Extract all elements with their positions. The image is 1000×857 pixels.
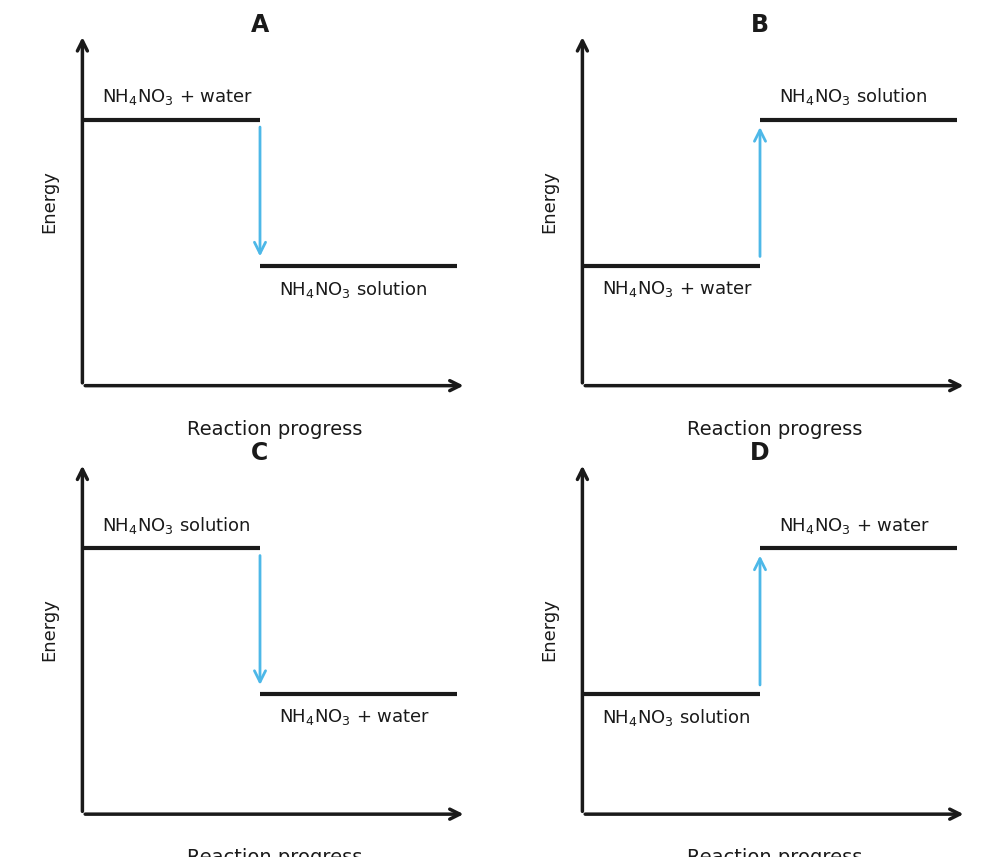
Text: Energy: Energy <box>40 170 58 233</box>
Text: NH$_4$NO$_3$ solution: NH$_4$NO$_3$ solution <box>602 707 750 728</box>
Text: NH$_4$NO$_3$ + water: NH$_4$NO$_3$ + water <box>779 516 930 536</box>
Text: Energy: Energy <box>40 598 58 662</box>
Text: NH$_4$NO$_3$ solution: NH$_4$NO$_3$ solution <box>279 279 428 300</box>
Text: Reaction progress: Reaction progress <box>187 848 362 857</box>
Text: Reaction progress: Reaction progress <box>687 420 862 439</box>
Text: Energy: Energy <box>540 170 558 233</box>
Text: Reaction progress: Reaction progress <box>687 848 862 857</box>
Text: Energy: Energy <box>540 598 558 662</box>
Text: NH$_4$NO$_3$ solution: NH$_4$NO$_3$ solution <box>779 86 928 107</box>
Text: C: C <box>251 441 269 465</box>
Text: NH$_4$NO$_3$ solution: NH$_4$NO$_3$ solution <box>102 514 250 536</box>
Text: NH$_4$NO$_3$ + water: NH$_4$NO$_3$ + water <box>602 279 753 298</box>
Text: D: D <box>750 441 770 465</box>
Text: B: B <box>751 13 769 37</box>
Text: NH$_4$NO$_3$ + water: NH$_4$NO$_3$ + water <box>102 87 253 107</box>
Text: NH$_4$NO$_3$ + water: NH$_4$NO$_3$ + water <box>279 707 430 727</box>
Text: A: A <box>251 13 269 37</box>
Text: Reaction progress: Reaction progress <box>187 420 362 439</box>
